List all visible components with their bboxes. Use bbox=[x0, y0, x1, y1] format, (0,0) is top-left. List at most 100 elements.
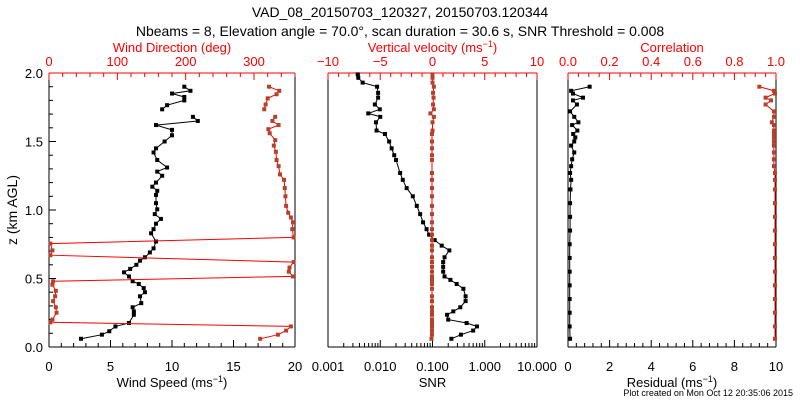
top-axis-title: Wind Direction (deg) bbox=[113, 40, 232, 55]
vertical-velocity-point bbox=[431, 95, 436, 100]
bottom-tick-label: 20 bbox=[288, 359, 302, 374]
bottom-axis-title: Wind Speed (ms−1) bbox=[117, 374, 228, 390]
wind-direction-point bbox=[262, 107, 267, 112]
correlation-point bbox=[771, 128, 776, 133]
snr-point bbox=[464, 321, 469, 326]
wind-direction-point bbox=[50, 282, 55, 287]
vertical-velocity-point bbox=[431, 114, 436, 119]
y-tick-label: 2.0 bbox=[25, 66, 43, 81]
snr-point bbox=[400, 177, 405, 182]
snr-point bbox=[376, 95, 381, 100]
snr-point bbox=[448, 277, 453, 282]
residual-point bbox=[567, 269, 572, 274]
snr-point bbox=[427, 232, 432, 237]
vertical-velocity-point bbox=[431, 102, 436, 107]
snr-point bbox=[442, 274, 447, 279]
wind-direction-point bbox=[277, 172, 282, 177]
wind-speed-point bbox=[147, 250, 152, 255]
snr-point bbox=[376, 90, 381, 95]
wind-speed-point bbox=[99, 332, 104, 337]
top-tick-label: 10 bbox=[530, 54, 544, 69]
wind-speed-point bbox=[150, 184, 155, 189]
wind-speed-point bbox=[154, 180, 159, 185]
snr-point bbox=[418, 212, 423, 217]
residual-point bbox=[568, 228, 573, 233]
wind-speed-point bbox=[170, 127, 174, 132]
residual-point bbox=[575, 128, 580, 133]
bottom-tick-label: 0 bbox=[564, 359, 571, 374]
vertical-velocity-point bbox=[430, 72, 435, 77]
correlation-point bbox=[771, 123, 776, 128]
vertical-velocity-point bbox=[429, 146, 434, 151]
vertical-velocity-point bbox=[429, 299, 434, 304]
wind-direction-point bbox=[273, 114, 278, 119]
snr-point bbox=[461, 286, 466, 291]
snr-point bbox=[424, 227, 429, 232]
wind-speed-point bbox=[78, 336, 83, 341]
wind-direction-point bbox=[287, 265, 292, 270]
wind-speed-point bbox=[165, 165, 170, 170]
wind-direction-point bbox=[276, 164, 281, 169]
correlation-point bbox=[771, 139, 776, 144]
residual-point bbox=[587, 84, 592, 89]
correlation-point bbox=[769, 120, 774, 125]
correlation-point bbox=[772, 269, 777, 274]
snr-point bbox=[404, 186, 409, 191]
vertical-velocity-point bbox=[429, 243, 434, 248]
wind-direction-point bbox=[284, 203, 289, 208]
residual-point bbox=[568, 201, 573, 206]
bottom-axis-title: SNR bbox=[419, 375, 446, 390]
vertical-velocity-point bbox=[429, 277, 434, 282]
residual-point bbox=[580, 95, 585, 100]
wind-direction-point bbox=[288, 215, 293, 220]
residual-point bbox=[570, 91, 575, 96]
wind-speed-point bbox=[190, 114, 195, 119]
wind-speed-point bbox=[155, 157, 160, 162]
y-axis-label: z (km AGL) bbox=[4, 175, 20, 245]
snr-point bbox=[441, 264, 446, 269]
bottom-tick-label: 0 bbox=[45, 359, 52, 374]
correlation-point bbox=[763, 95, 768, 100]
wind-speed-point bbox=[165, 103, 170, 108]
y-tick-label: 0.5 bbox=[25, 272, 43, 287]
wind-direction-point bbox=[288, 324, 293, 329]
bottom-tick-label: 0.010 bbox=[364, 359, 397, 374]
wind-direction-point bbox=[53, 305, 58, 310]
bottom-tick-label: 2 bbox=[606, 359, 613, 374]
snr-point bbox=[445, 312, 450, 317]
correlation-point bbox=[772, 91, 777, 96]
correlation-point bbox=[772, 283, 777, 288]
wind-direction-point bbox=[265, 96, 270, 101]
snr-point bbox=[458, 332, 463, 337]
correlation-point bbox=[772, 214, 777, 219]
wind-speed-point bbox=[154, 192, 159, 197]
wind-direction-point bbox=[282, 177, 287, 182]
vertical-velocity-point bbox=[429, 194, 434, 199]
top-tick-label: 0 bbox=[429, 54, 436, 69]
plot-subtitle: Nbeams = 8, Elevation angle = 70.0°, sca… bbox=[136, 23, 665, 39]
wind-speed-point bbox=[162, 139, 167, 144]
residual-point bbox=[567, 242, 572, 247]
vertical-velocity-point bbox=[429, 336, 434, 341]
wind-direction-point bbox=[271, 143, 276, 148]
wind-speed-point bbox=[113, 324, 118, 329]
wind-direction-point bbox=[273, 138, 278, 143]
vertical-velocity-point bbox=[429, 305, 434, 310]
wind-direction-point bbox=[50, 248, 55, 253]
top-axis-title: Vertical velocity (ms−1) bbox=[368, 39, 497, 55]
vertical-velocity-point bbox=[429, 157, 434, 162]
residual-point bbox=[572, 150, 577, 155]
top-tick-label: 0.6 bbox=[684, 54, 702, 69]
bottom-tick-label: 10 bbox=[165, 359, 179, 374]
wind-speed-point bbox=[151, 150, 156, 155]
wind-direction-point bbox=[48, 241, 53, 246]
bottom-tick-label: 15 bbox=[226, 359, 240, 374]
wind-speed-point bbox=[160, 107, 165, 112]
wind-direction-point bbox=[273, 149, 278, 154]
wind-direction-point bbox=[276, 123, 281, 128]
wind-speed-point bbox=[195, 118, 200, 123]
residual-point bbox=[569, 143, 574, 148]
correlation-point bbox=[771, 164, 776, 169]
vertical-velocity-point bbox=[428, 111, 433, 116]
